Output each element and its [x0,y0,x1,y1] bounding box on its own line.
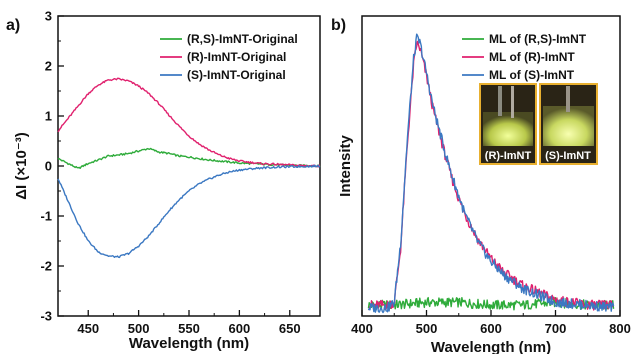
x-tick-label: 700 [545,321,567,336]
x-tick-label: 400 [351,321,373,336]
x-tick-label: 450 [77,321,99,336]
legend-entry: (S)-ImNT-Original [187,68,286,82]
x-tick-label: 650 [279,321,301,336]
legend-entry: (R,S)-ImNT-Original [187,32,298,46]
inset-photo-r: (R)-ImNT [479,83,537,165]
panel-a-ticks: 450 500 550 600 650 -3 -2 -1 0 1 2 3 [40,9,300,337]
x-tick-label: 800 [609,321,631,336]
series-line [367,296,615,311]
inset-photo-s: (S)-ImNT [539,83,598,165]
series-line [57,77,321,168]
y-tick-label: 2 [45,59,52,74]
series-line [57,164,321,259]
panel-b: b) 400 500 600 700 800 Intensity Wavelength … [331,15,631,354]
inset-caption-r: (R)-ImNT [485,150,532,162]
panel-b-ticks: 400 500 600 700 800 [351,310,631,336]
y-tick-label: 0 [45,159,52,174]
x-tick-label: 550 [178,321,200,336]
panel-a-label: a) [6,17,20,34]
panel-b-series-lines [367,33,615,314]
legend-entry: ML of (S)-ImNT [489,68,575,82]
y-tick-label: -1 [40,209,52,224]
panel-a-legend: (R,S)-ImNT-Original (R)-ImNT-Original (S)-… [160,32,298,82]
legend-entry: ML of (R)-ImNT [489,50,575,64]
series-line [57,147,321,170]
x-tick-label: 600 [229,321,251,336]
panel-a-series-lines [57,77,321,259]
legend-entry: (R)-ImNT-Original [187,50,286,64]
y-tick-label: -3 [40,309,52,324]
x-tick-label: 600 [480,321,502,336]
legend-entry: ML of (R,S)-ImNT [489,32,587,46]
panel-b-label: b) [331,17,346,34]
x-tick-label: 500 [128,321,150,336]
y-tick-label: -2 [40,259,52,274]
series-line [368,40,615,311]
y-tick-label: 1 [45,109,52,124]
panel-b-xlabel: Wavelength (nm) [431,339,551,354]
panel-b-ylabel: Intensity [337,135,354,197]
x-tick-label: 500 [416,321,438,336]
inset-photos: (R)-ImNT (S)-ImNT [479,83,598,165]
panel-a-ylabel: ΔI (×10⁻³) [13,132,30,199]
y-tick-label: 3 [45,9,52,24]
panel-a-xlabel: Wavelength (nm) [129,335,249,352]
inset-caption-s: (S)-ImNT [545,150,591,162]
panel-b-legend: ML of (R,S)-ImNT ML of (R)-ImNT ML of (S)-… [462,32,587,82]
series-line [367,33,615,314]
